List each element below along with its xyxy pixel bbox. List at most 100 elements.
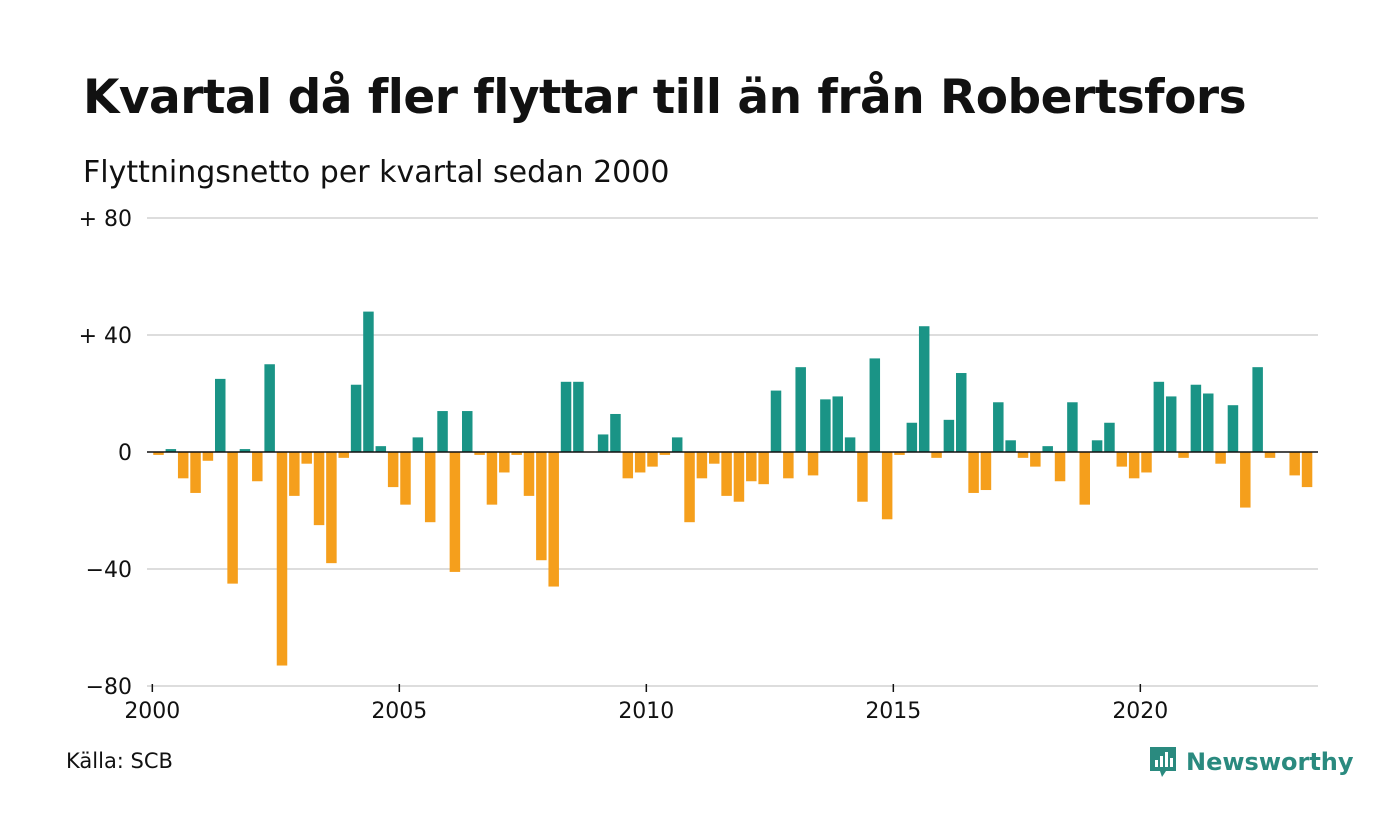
bar [1165,396,1177,452]
bar [770,390,782,452]
source-note: Källa: SCB [66,749,173,773]
bar [1005,440,1016,452]
bar [1141,452,1152,473]
x-tick-label: 2015 [865,699,921,724]
grid-lines [147,217,1318,687]
bar [1215,452,1226,464]
bar [387,452,399,488]
bar [906,422,918,452]
y-tick-label: −40 [86,558,132,583]
bar [1030,452,1041,467]
bar [350,384,362,452]
bar [560,381,572,452]
bar [610,413,621,452]
x-tick-label: 2010 [618,699,674,724]
bar [363,311,374,452]
bar [659,452,671,455]
bar [857,452,868,502]
bars [153,311,1313,666]
bar [523,452,535,496]
bar [820,399,831,452]
bar [634,452,646,473]
brand-logo[interactable]: Newsworthy [1148,744,1354,780]
y-tick-label: + 80 [79,207,132,232]
chart-title: Kvartal då fler flyttar till än från Rob… [83,70,1247,125]
bar [807,452,819,476]
bar [375,446,387,452]
bar [264,364,275,452]
bar [548,452,559,587]
bar [412,437,424,453]
bar [153,452,164,455]
bar [671,437,683,453]
bar [202,452,214,461]
bar [918,326,930,452]
x-tick-label: 2000 [124,699,180,724]
bar [931,452,942,458]
bar [647,452,658,467]
brand-name: Newsworthy [1186,748,1354,776]
bar [684,452,695,523]
bar [1240,452,1251,508]
bar [437,411,448,452]
bar [881,452,893,520]
bar [1017,452,1029,458]
bar [190,452,201,493]
bar [832,396,843,452]
bar [289,452,300,496]
bar [1067,402,1078,452]
bar [499,452,510,473]
bar [474,452,485,455]
bar [1042,446,1053,452]
bar [215,378,226,453]
bar [1116,452,1128,467]
y-tick-label: 0 [118,441,132,466]
bar [239,449,251,452]
bar [449,452,461,572]
bar [1301,452,1313,488]
bar [869,358,881,452]
bar [1079,452,1090,505]
bar [400,452,411,505]
x-tick-label: 2005 [371,699,427,724]
bar [1203,393,1214,452]
bar [783,452,794,479]
bar [536,452,547,561]
bar [696,452,708,479]
y-tick-label: + 40 [79,324,132,349]
bar [1264,452,1276,458]
y-tick-label: −80 [86,675,132,700]
bar [227,452,238,584]
bar [1153,381,1165,452]
bar [1054,452,1066,482]
x-tick-label: 2020 [1112,699,1168,724]
newsworthy-logo-icon [1150,747,1176,777]
bar [1190,384,1202,452]
bar [486,452,498,505]
bar [758,452,769,485]
bar [1178,452,1189,458]
bar [721,452,732,496]
bar [462,411,473,452]
bar [326,452,337,564]
bar [597,434,609,452]
bar [1091,440,1103,452]
bar [894,452,905,455]
bar [968,452,979,493]
bar [573,381,584,452]
bar [746,452,757,482]
bar [177,452,189,479]
bar [313,452,325,526]
bar [1289,452,1300,476]
bar [1252,367,1263,452]
bar [252,452,263,482]
bar [1104,422,1115,452]
bar [980,452,992,491]
bar [424,452,436,523]
bar [956,373,967,452]
bar [301,452,312,464]
bar [165,449,177,452]
bar [993,402,1004,452]
bar [622,452,634,479]
